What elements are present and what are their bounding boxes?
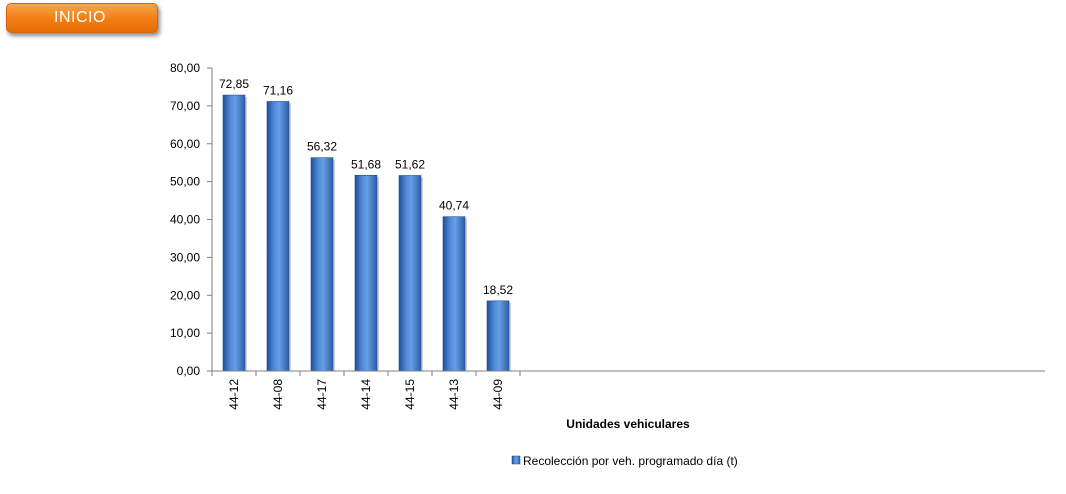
bar (398, 175, 422, 372)
x-tick-label: 44-08 (271, 379, 285, 410)
y-tick-label: 50,00 (170, 175, 200, 189)
x-axis: 44-12 44-08 44-17 44-14 44-15 44-13 44-09 (211, 370, 1045, 410)
data-label: 51,68 (351, 157, 381, 171)
x-axis-title: Unidades vehiculares (566, 417, 690, 431)
bar (486, 300, 510, 372)
bar (354, 174, 378, 372)
y-tick-label: 80,00 (170, 61, 200, 75)
x-tick-label: 44-09 (491, 379, 505, 410)
data-label: 72,85 (219, 77, 249, 91)
inicio-button[interactable]: INICIO (6, 3, 158, 33)
x-tick-label: 44-15 (403, 379, 417, 410)
x-tick-label: 44-12 (227, 379, 241, 410)
y-tick-label: 40,00 (170, 213, 200, 227)
legend: Recolección por veh. programado día (t) (511, 454, 738, 468)
legend-swatch (511, 455, 521, 465)
bar (266, 101, 290, 372)
y-axis: 0,00 10,00 20,00 30,00 40,00 50,00 60,00 70,00 8… (170, 61, 213, 378)
y-tick-label: 70,00 (170, 99, 200, 113)
y-tick-label: 10,00 (170, 326, 200, 340)
bar (310, 157, 334, 372)
bar (222, 94, 246, 372)
data-label: 56,32 (307, 140, 337, 154)
bar (442, 216, 466, 372)
x-tick-label: 44-13 (447, 379, 461, 410)
y-tick-label: 0,00 (177, 364, 201, 378)
data-label: 40,74 (439, 199, 469, 213)
bars: 72,85 71,16 56,32 51,68 51,62 40,74 18,52 (219, 77, 513, 372)
x-tick-label: 44-14 (359, 379, 373, 410)
y-tick-label: 20,00 (170, 288, 200, 302)
x-tick-label: 44-17 (315, 379, 329, 410)
data-label: 18,52 (483, 283, 513, 297)
legend-label: Recolección por veh. programado día (t) (523, 454, 738, 468)
data-label: 71,16 (263, 83, 293, 97)
y-tick-label: 60,00 (170, 137, 200, 151)
data-label: 51,62 (395, 157, 425, 171)
y-tick-label: 30,00 (170, 250, 200, 264)
